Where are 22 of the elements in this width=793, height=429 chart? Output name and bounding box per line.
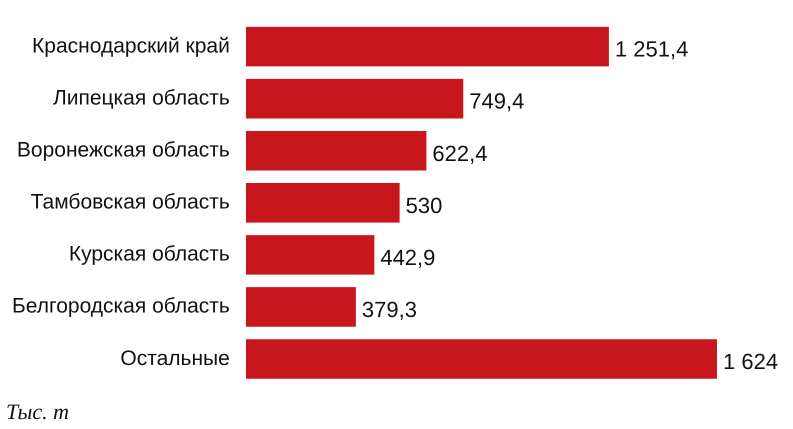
bar xyxy=(246,235,374,275)
data-label: 530 xyxy=(406,192,442,218)
bar xyxy=(246,26,609,66)
y-tick-label: Тамбовская область xyxy=(30,190,230,214)
y-tick-label: Липецкая область xyxy=(52,86,230,110)
data-label: 1 251,4 xyxy=(614,36,688,62)
data-label: 1 624 xyxy=(723,349,778,374)
y-tick-label: Краснодарский край xyxy=(32,34,230,58)
bar xyxy=(246,183,400,223)
data-label: 442,9 xyxy=(380,244,436,270)
data-label: 622,4 xyxy=(432,140,488,166)
bar xyxy=(246,287,356,327)
y-tick-label: Воронежская область xyxy=(16,138,230,162)
data-label: 379,3 xyxy=(362,296,417,322)
bar xyxy=(246,130,426,171)
bar xyxy=(246,78,464,118)
y-tick-label: Курская область xyxy=(68,242,230,266)
bar xyxy=(246,339,717,379)
y-tick-label: Остальные xyxy=(120,346,230,370)
y-tick-label: Белгородская область xyxy=(12,294,230,318)
text: Тыс. т xyxy=(6,398,69,424)
data-label: 749,4 xyxy=(469,88,524,114)
